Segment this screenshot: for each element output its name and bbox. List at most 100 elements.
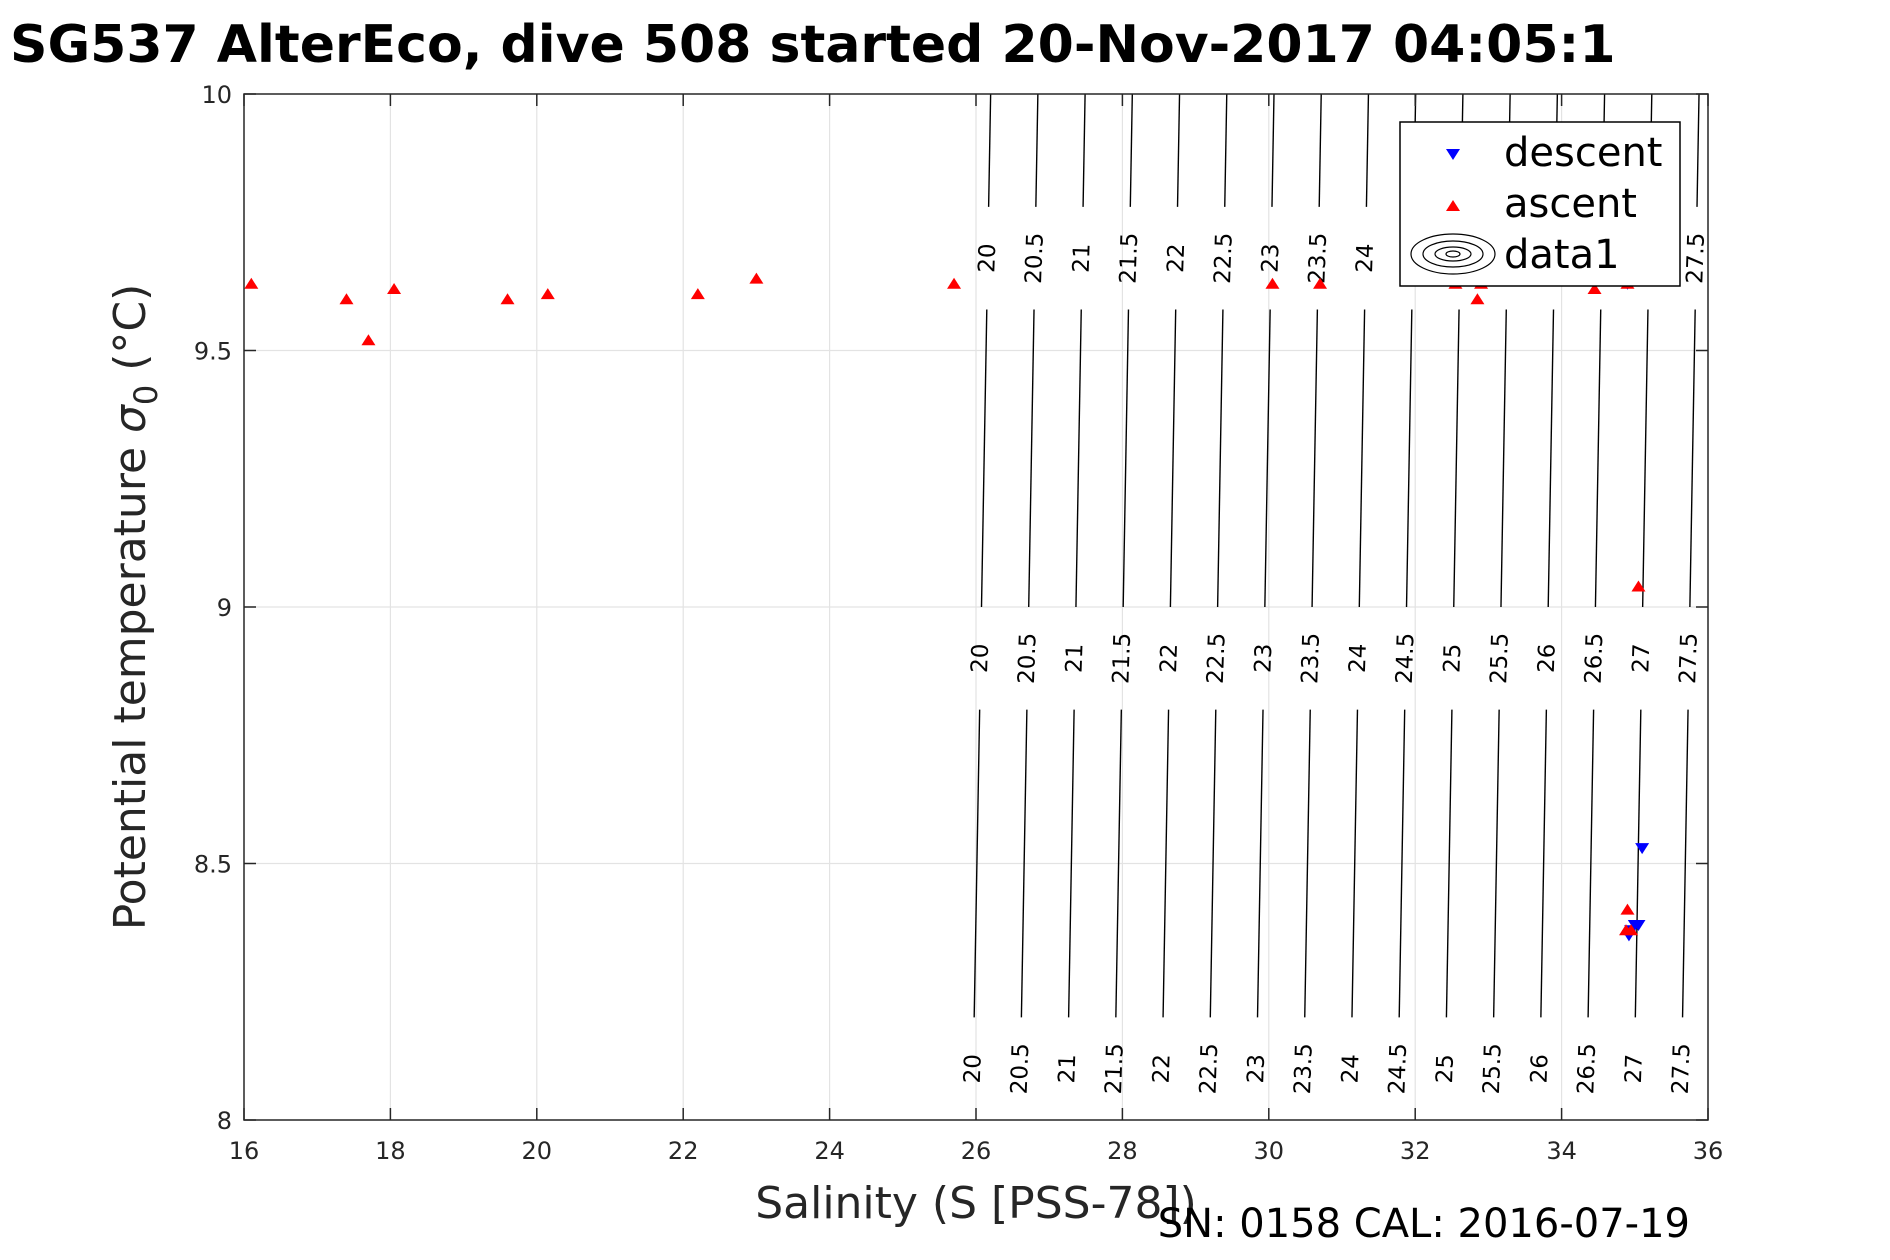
contour-label: 21 — [1054, 1054, 1081, 1084]
contour-line-26 — [1540, 709, 1548, 1018]
contour-label: 21.5 — [1116, 232, 1144, 284]
x-tick-label: 22 — [668, 1137, 699, 1165]
contour-line-23.5 — [1311, 309, 1319, 608]
contour-label: 20.5 — [1007, 1043, 1035, 1095]
contour-label: 22.5 — [1210, 232, 1238, 284]
contour-line-22 — [1169, 309, 1177, 608]
contour-label: 23 — [1250, 643, 1277, 673]
x-tick-label: 16 — [229, 1137, 260, 1165]
x-tick-label: 30 — [1254, 1137, 1285, 1165]
contour-line-22.5 — [1216, 309, 1224, 608]
x-tick-label: 20 — [522, 1137, 553, 1165]
y-axis-label-subscript: 0 — [127, 385, 165, 405]
axis-ticks — [243, 93, 1709, 1121]
legend-data1-label: data1 — [1504, 232, 1620, 278]
legend-data1-contour-icon — [1410, 233, 1496, 275]
contour-label: 26 — [1526, 1054, 1553, 1084]
ascent-point — [947, 277, 962, 289]
contour-label: 26 — [1534, 643, 1561, 673]
y-tick-label: 8 — [217, 1107, 232, 1135]
contour-line-26 — [1547, 309, 1555, 608]
ascent-point — [1624, 924, 1639, 936]
contour-line-20.5 — [1020, 709, 1028, 1018]
contour-line-20 — [980, 309, 988, 608]
y-axis-label-unit: (°C) — [105, 284, 156, 385]
x-axis-label: Salinity (S [PSS-78]) — [755, 1178, 1197, 1229]
contour-label: 20 — [974, 243, 1001, 273]
ascent-point — [500, 293, 515, 305]
contour-line-21 — [1067, 709, 1075, 1018]
y-tick-label: 9 — [217, 594, 232, 622]
contour-line-20.5 — [1035, 93, 1039, 207]
contour-line-24 — [1351, 709, 1359, 1018]
ascent-point — [361, 334, 376, 346]
x-tick-label: 34 — [1546, 1137, 1577, 1165]
contour-label: 27.5 — [1668, 1043, 1696, 1095]
contour-line-26.5 — [1587, 709, 1595, 1018]
ascent-point — [1470, 293, 1485, 305]
contour-line-25 — [1445, 709, 1453, 1018]
contour-line-26.5 — [1594, 309, 1602, 608]
contour-line-22 — [1176, 93, 1181, 207]
contour-label: 23.5 — [1297, 632, 1325, 684]
contour-line-23 — [1256, 709, 1264, 1018]
chart-title: SG537 AlterEco, dive 508 started 20-Nov-… — [10, 15, 1616, 75]
contour-line-21 — [1075, 309, 1082, 608]
legend-ascent-label: ascent — [1504, 181, 1637, 227]
contour-label: 24.5 — [1384, 1043, 1412, 1095]
contour-line-22.5 — [1209, 709, 1217, 1018]
ascent-point — [690, 288, 705, 300]
contour-line-23 — [1264, 309, 1271, 608]
legend-descent-label: descent — [1504, 130, 1662, 176]
contour-label: 22 — [1163, 243, 1190, 273]
y-axis-label-sigma: σ — [105, 404, 156, 433]
x-tick-label: 26 — [961, 1137, 992, 1165]
contour-label: 25 — [1439, 643, 1466, 673]
x-tick-label: 18 — [375, 1137, 406, 1165]
serial-calibration-footer: SN: 0158 CAL: 2016-07-19 — [1158, 1201, 1690, 1247]
contour-line-27.5 — [1689, 309, 1696, 608]
ascent-point — [1313, 277, 1328, 289]
contour-line-27.5 — [1681, 709, 1689, 1018]
contour-label: 22 — [1156, 643, 1183, 673]
y-axis-label-main: Potential temperature — [105, 433, 156, 930]
ascent-point — [244, 277, 259, 289]
x-tick-label: 32 — [1400, 1137, 1431, 1165]
descent-point — [1631, 920, 1646, 932]
contour-line-23.5 — [1318, 93, 1322, 207]
contour-line-20 — [973, 709, 981, 1018]
contour-line-25 — [1453, 309, 1460, 608]
contour-line-23.5 — [1304, 709, 1311, 1018]
x-tick-label: 28 — [1107, 1137, 1138, 1165]
contour-line-24.5 — [1405, 309, 1413, 608]
contour-label: 22 — [1149, 1054, 1176, 1084]
contour-line-24.5 — [1398, 709, 1406, 1018]
y-axis-label: Potential temperature σ0 (°C) — [105, 284, 165, 931]
contour-line-27 — [1641, 309, 1649, 608]
contour-line-20 — [987, 93, 992, 207]
contour-label: 26.5 — [1573, 1043, 1601, 1095]
contour-label: 26.5 — [1581, 632, 1609, 684]
contour-line-27.5 — [1696, 93, 1700, 207]
contour-label: 27.5 — [1675, 632, 1703, 684]
y-tick-label: 8.5 — [194, 851, 232, 879]
ascent-point — [339, 293, 354, 305]
ascent-point — [1587, 282, 1602, 294]
contour-line-24 — [1358, 309, 1366, 608]
contour-label: 20 — [960, 1054, 987, 1084]
ascent-point — [540, 288, 555, 300]
contour-label: 25.5 — [1486, 632, 1514, 684]
contour-line-23 — [1271, 93, 1275, 207]
contour-label: 23.5 — [1290, 1043, 1318, 1095]
contour-label: 22.5 — [1203, 632, 1231, 684]
contour-label: 24.5 — [1392, 632, 1420, 684]
contour-line-25.5 — [1492, 709, 1500, 1018]
contour-label: 24 — [1352, 243, 1379, 273]
contour-line-21 — [1082, 93, 1086, 207]
contour-label: 20.5 — [1014, 632, 1042, 684]
contour-label: 23.5 — [1304, 232, 1332, 284]
legend-descent-marker — [1446, 149, 1460, 160]
data-markers — [244, 272, 1650, 942]
ascent-point — [749, 272, 764, 284]
